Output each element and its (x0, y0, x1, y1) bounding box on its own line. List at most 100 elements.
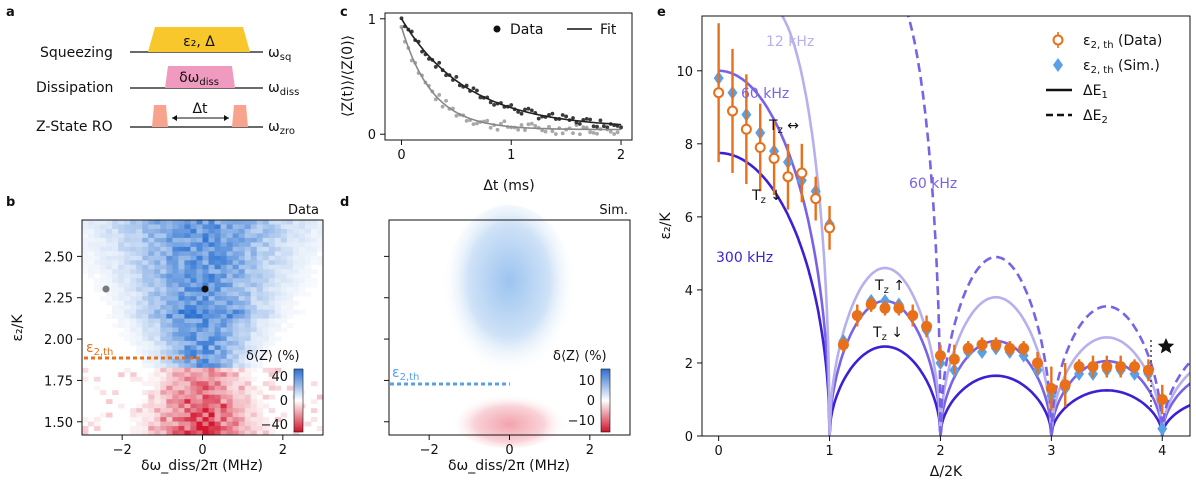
ytick-label: 1.50 (44, 416, 73, 431)
heat-cell (244, 296, 252, 302)
heat-cell (178, 242, 185, 248)
heat-cell (94, 385, 101, 391)
heat-cell (280, 255, 288, 261)
c-point-light (540, 128, 545, 133)
heat-cell (256, 255, 264, 261)
heat-cell (190, 354, 197, 360)
heat-cell (214, 237, 221, 243)
data-point (837, 339, 849, 351)
heat-cell (160, 358, 167, 364)
heat-cell (316, 426, 324, 431)
heat-cell (244, 340, 252, 346)
heat-cell (142, 349, 149, 355)
panel-a-label: a (6, 5, 15, 20)
panel-d-label: d (340, 195, 349, 210)
heat-cell (244, 403, 252, 409)
curve-label-60khz: 60 kHz (741, 86, 789, 102)
heat-cell (244, 269, 252, 275)
heat-cell (268, 246, 276, 252)
heat-cell (172, 224, 179, 230)
heat-cell (172, 412, 179, 418)
data-point (1142, 364, 1154, 376)
heat-cell (232, 417, 240, 422)
heat-cell (166, 287, 173, 293)
heat-cell (262, 300, 270, 306)
heat-cell (160, 224, 167, 230)
heat-cell (190, 367, 197, 373)
heat-cell (106, 228, 113, 234)
heat-cell (208, 287, 215, 293)
heat-cell (256, 220, 264, 225)
heat-cell (256, 349, 264, 355)
heat-cell (82, 228, 89, 234)
heat-cell (190, 291, 197, 297)
panel-d-ticks: −2 0 2 (384, 255, 594, 458)
heat-cell (190, 246, 197, 252)
heat-cell (112, 390, 119, 396)
heat-cell (256, 237, 264, 243)
c-point-light (444, 98, 448, 103)
heat-cell (118, 296, 125, 302)
heat-cell (94, 269, 101, 275)
heat-cell (82, 255, 89, 261)
data-point (976, 339, 988, 351)
heat-cell (166, 358, 173, 364)
heat-cell (94, 417, 101, 422)
heat-cell (148, 242, 155, 248)
heat-cell (244, 394, 252, 400)
heat-cell (268, 336, 276, 342)
heat-cell (142, 363, 149, 369)
heat-cell (82, 220, 89, 225)
heat-cell (220, 251, 228, 257)
heat-cell (142, 291, 149, 297)
heat-cell (142, 358, 149, 364)
heat-cell (196, 260, 203, 266)
heat-cell (100, 237, 107, 243)
heat-cell (178, 278, 185, 284)
heat-cell (208, 367, 215, 373)
heat-cell (232, 246, 240, 252)
heat-cell (286, 269, 294, 275)
heat-cell (148, 300, 155, 306)
heat-cell (292, 287, 300, 293)
heat-cell (190, 282, 197, 288)
heat-cell (160, 228, 167, 234)
data-point (879, 302, 891, 314)
heat-cell (238, 345, 246, 351)
heat-cell (214, 349, 221, 355)
heat-cell (112, 300, 119, 306)
heat-cell (124, 224, 131, 230)
heat-cell (256, 264, 264, 270)
heat-cell (250, 224, 258, 230)
heat-cell (250, 358, 258, 364)
heat-cell (196, 323, 203, 328)
heat-cell (124, 314, 131, 319)
data-point (796, 167, 808, 179)
marker-black (201, 285, 209, 293)
heat-cell (274, 327, 282, 333)
heat-cell (112, 237, 119, 243)
heat-cell (130, 408, 137, 414)
heat-cell (136, 376, 143, 382)
heat-cell (166, 336, 173, 342)
heat-cell (112, 220, 119, 225)
heat-cell (226, 390, 234, 396)
heat-cell (250, 421, 258, 427)
heat-cell (316, 255, 324, 261)
heat-cell (202, 376, 209, 382)
heat-cell (250, 340, 258, 346)
heat-cell (148, 354, 155, 360)
heat-cell (208, 363, 215, 369)
heat-cell (172, 327, 179, 333)
heat-cell (262, 421, 270, 427)
heat-cell (184, 318, 191, 324)
heat-cell (256, 287, 264, 293)
heat-cell (154, 412, 161, 418)
heat-cell (160, 255, 167, 261)
heat-cell (298, 309, 306, 315)
c-point-light (471, 122, 476, 127)
heat-cell (268, 309, 276, 315)
heat-cell (106, 242, 113, 248)
heat-cell (172, 399, 179, 405)
heat-cell (136, 237, 143, 243)
